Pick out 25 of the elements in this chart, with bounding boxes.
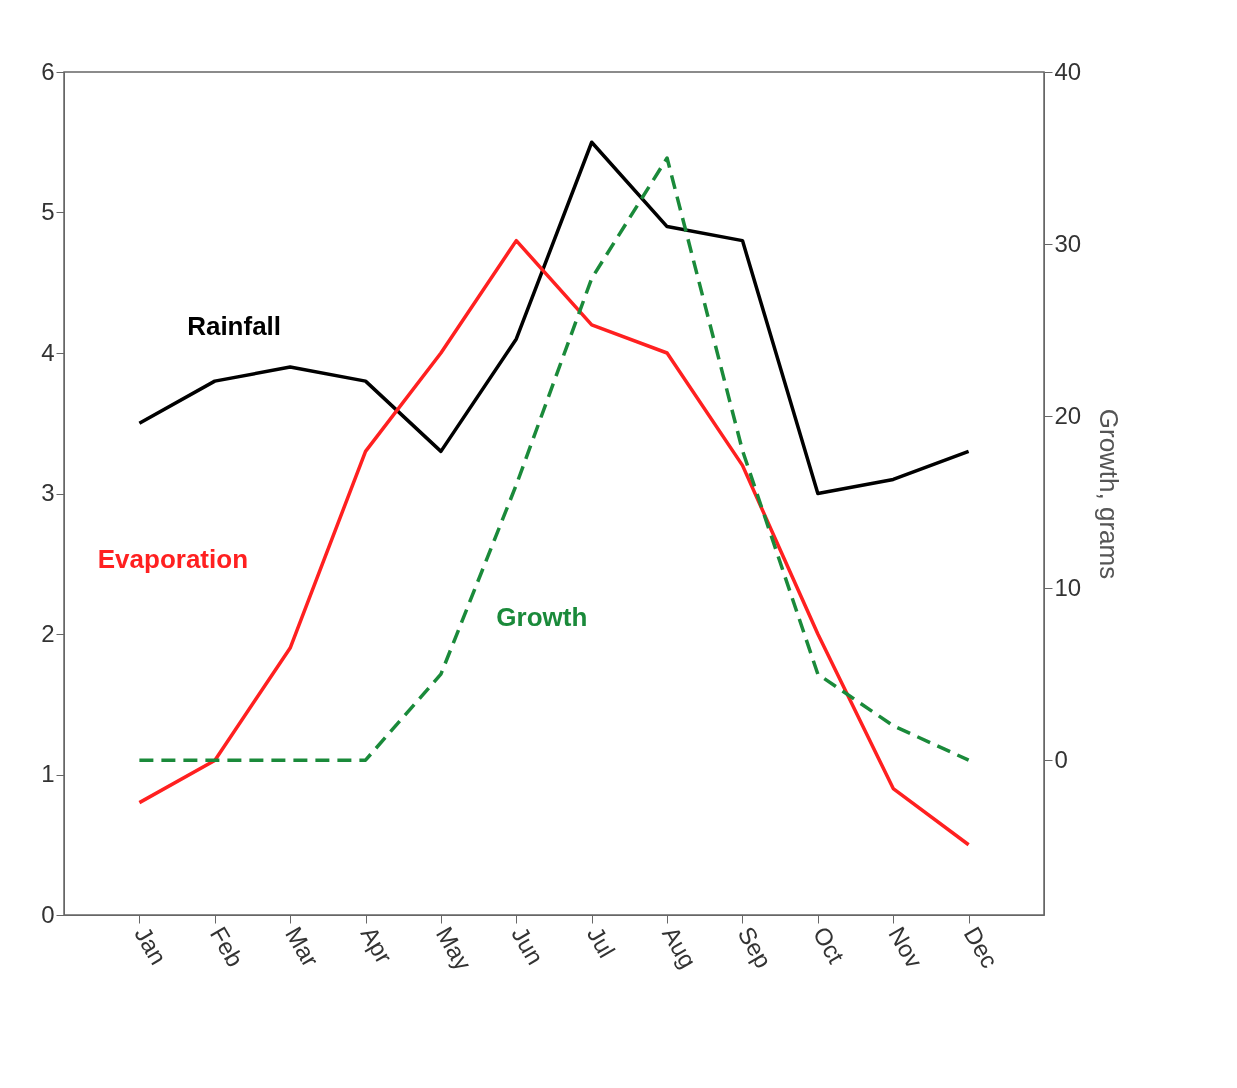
y2-tick-label: 20 <box>1054 401 1082 429</box>
y-tick-label: 3 <box>41 479 55 506</box>
text: Evaporation <box>97 544 249 575</box>
x-tick-label: Mar <box>280 922 325 972</box>
y2-tick-label: 40 <box>1054 57 1082 85</box>
y-tick-label: 6 <box>41 57 55 85</box>
line-series <box>137 140 971 496</box>
y-tick-label: 1 <box>41 760 55 787</box>
series-label: Rainfall <box>187 311 282 342</box>
y-tick-label: 2 <box>41 619 55 647</box>
series-label: Growth <box>496 601 588 632</box>
x-tick-label: Jun <box>506 922 550 970</box>
y2-axis-title: Growth, grams <box>1094 408 1125 580</box>
x-tick-label: Nov <box>883 922 929 973</box>
y-tick-label: 0 <box>41 900 55 928</box>
y-tick-label: 4 <box>41 338 55 366</box>
x-tick-label: Aug <box>657 922 702 973</box>
x-tick-label: Jan <box>129 922 173 970</box>
y2-tick-label: 10 <box>1054 573 1082 601</box>
x-tick-label: Jul <box>581 922 621 963</box>
x-tick-label: Apr <box>355 922 398 968</box>
y2-tick-label: 30 <box>1054 229 1082 257</box>
y-tick-label: 5 <box>41 198 55 225</box>
y2-tick-label: 0 <box>1054 745 1068 773</box>
x-tick-label: Oct <box>807 922 851 969</box>
